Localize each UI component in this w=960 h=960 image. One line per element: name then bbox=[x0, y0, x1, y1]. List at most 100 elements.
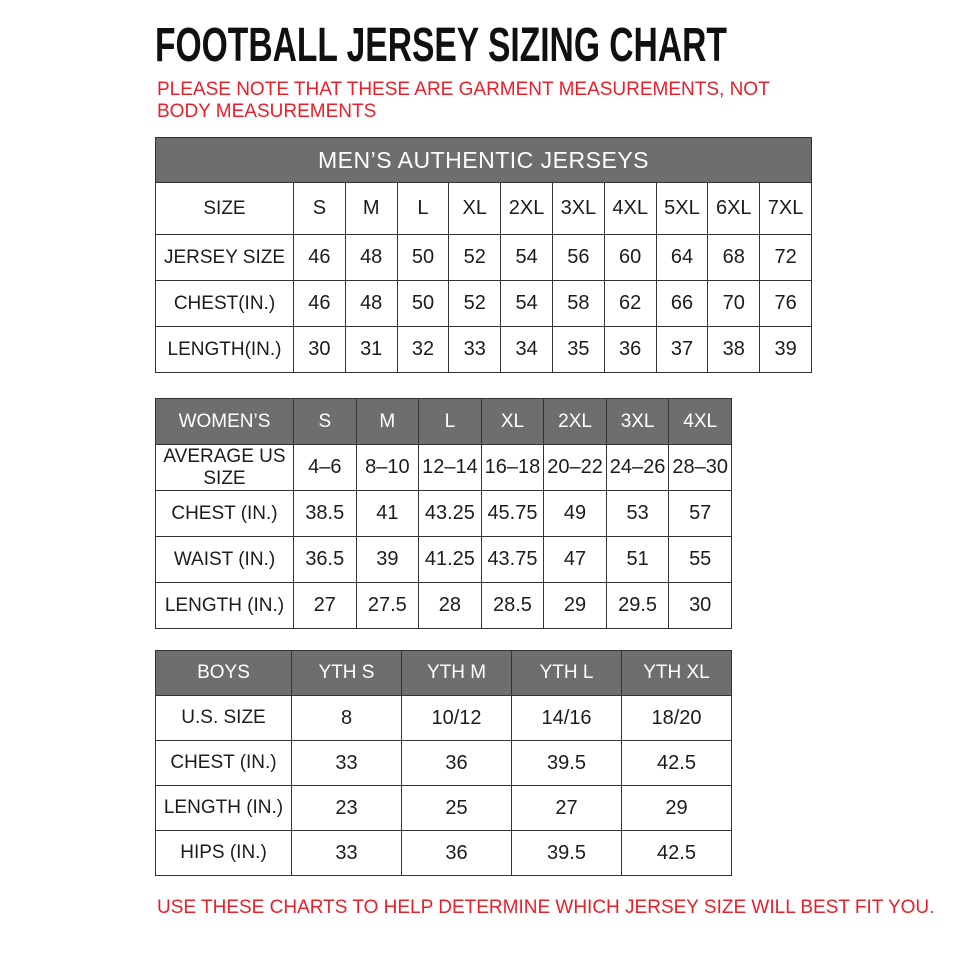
mens-cell: 54 bbox=[500, 234, 553, 281]
mens-cell: 56 bbox=[551, 234, 605, 281]
boys-column-header: BOYS bbox=[155, 650, 292, 696]
boys-cell: 25 bbox=[401, 785, 512, 831]
womens-cell: 51 bbox=[605, 536, 670, 583]
womens-cell: 55 bbox=[668, 536, 732, 583]
mens-row-label: JERSEY SIZE bbox=[155, 234, 294, 281]
womens-column-header: 4XL bbox=[668, 398, 732, 445]
womens-cell: 20–22 bbox=[543, 444, 607, 491]
mens-header-row: SIZE S M L XL 2XL 3XL 4XL 5XL 6XL 7XL bbox=[155, 182, 812, 235]
womens-column-header: M bbox=[355, 398, 420, 445]
boys-cell: 29 bbox=[621, 785, 732, 831]
womens-header-row: WOMEN’S S M L XL 2XL 3XL 4XL bbox=[155, 398, 732, 445]
womens-cell: 4–6 bbox=[293, 444, 357, 491]
boys-header-row: BOYS YTH S YTH M YTH L YTH XL bbox=[155, 650, 732, 696]
mens-cell: 72 bbox=[759, 234, 812, 281]
boys-data-row: CHEST (IN.) 33 36 39.5 42.5 bbox=[155, 740, 732, 786]
boys-cell: 42.5 bbox=[621, 740, 732, 786]
boys-cell: 39.5 bbox=[511, 830, 622, 876]
womens-row-label: WAIST (IN.) bbox=[155, 536, 294, 583]
womens-data-row: AVERAGE US SIZE 4–6 8–10 12–14 16–18 20–22 24–… bbox=[155, 444, 732, 491]
womens-column-header: WOMEN’S bbox=[155, 398, 294, 445]
page-title: FOOTBALL JERSEY SIZING CHART bbox=[155, 22, 960, 70]
boys-column-header: YTH M bbox=[401, 650, 512, 696]
boys-cell: 27 bbox=[511, 785, 622, 831]
mens-cell: 35 bbox=[551, 326, 605, 373]
mens-jerseys-section: MEN’S AUTHENTIC JERSEYS SIZE S M L XL 2XL 3XL 4… bbox=[155, 137, 812, 373]
boys-cell: 14/16 bbox=[511, 695, 622, 741]
mens-cell: 58 bbox=[551, 280, 605, 327]
womens-cell: 47 bbox=[543, 536, 607, 583]
womens-row-label: AVERAGE US SIZE bbox=[155, 444, 294, 491]
womens-cell: 49 bbox=[543, 490, 607, 537]
womens-data-row: LENGTH (IN.) 27 27.5 28 28.5 29 29.5 30 bbox=[155, 582, 732, 629]
womens-jerseys-section: WOMEN’S S M L XL 2XL 3XL 4XL AVERAGE US SIZE 4–6 8… bbox=[155, 398, 732, 629]
boys-cell: 36 bbox=[401, 830, 512, 876]
mens-cell: 36 bbox=[603, 326, 657, 373]
boys-row-label: LENGTH (IN.) bbox=[155, 785, 292, 831]
boys-cell: 39.5 bbox=[511, 740, 622, 786]
womens-column-header: L bbox=[418, 398, 482, 445]
mens-cell: 54 bbox=[500, 280, 553, 327]
womens-cell: 43.25 bbox=[418, 490, 482, 537]
boys-jerseys-section: BOYS YTH S YTH M YTH L YTH XL U.S. SIZE 8 10/12… bbox=[155, 650, 732, 876]
womens-cell: 16–18 bbox=[480, 444, 545, 491]
womens-column-header: 2XL bbox=[543, 398, 607, 445]
mens-cell: 34 bbox=[500, 326, 553, 373]
mens-column-header: 5XL bbox=[655, 182, 709, 235]
womens-cell: 28–30 bbox=[668, 444, 732, 491]
womens-cell: 28 bbox=[418, 582, 482, 629]
mens-column-header: M bbox=[344, 182, 398, 235]
mens-column-header: 2XL bbox=[500, 182, 553, 235]
boys-row-label: CHEST (IN.) bbox=[155, 740, 292, 786]
mens-cell: 48 bbox=[344, 280, 398, 327]
boys-data-row: U.S. SIZE 8 10/12 14/16 18/20 bbox=[155, 695, 732, 741]
mens-cell: 52 bbox=[448, 234, 502, 281]
boys-cell: 36 bbox=[401, 740, 512, 786]
mens-cell: 32 bbox=[396, 326, 450, 373]
boys-data-row: HIPS (IN.) 33 36 39.5 42.5 bbox=[155, 830, 732, 876]
womens-cell: 24–26 bbox=[605, 444, 670, 491]
womens-cell: 43.75 bbox=[480, 536, 545, 583]
mens-cell: 76 bbox=[759, 280, 812, 327]
mens-cell: 48 bbox=[344, 234, 398, 281]
mens-column-header: 7XL bbox=[759, 182, 812, 235]
boys-cell: 18/20 bbox=[621, 695, 732, 741]
mens-cell: 60 bbox=[603, 234, 657, 281]
mens-cell: 70 bbox=[707, 280, 761, 327]
womens-cell: 8–10 bbox=[355, 444, 420, 491]
boys-cell: 23 bbox=[291, 785, 402, 831]
mens-data-row: CHEST(IN.) 46 48 50 52 54 58 62 66 70 76 bbox=[155, 280, 812, 327]
mens-cell: 52 bbox=[448, 280, 502, 327]
boys-size-table: BOYS YTH S YTH M YTH L YTH XL U.S. SIZE 8 10/12… bbox=[155, 650, 732, 876]
womens-cell: 30 bbox=[668, 582, 732, 629]
mens-row-label: CHEST(IN.) bbox=[155, 280, 294, 327]
mens-column-header: S bbox=[293, 182, 346, 235]
womens-cell: 28.5 bbox=[480, 582, 545, 629]
mens-cell: 64 bbox=[655, 234, 709, 281]
womens-cell: 41.25 bbox=[418, 536, 482, 583]
mens-cell: 38 bbox=[707, 326, 761, 373]
mens-cell: 68 bbox=[707, 234, 761, 281]
mens-column-header: SIZE bbox=[155, 182, 294, 235]
mens-cell: 37 bbox=[655, 326, 709, 373]
boys-cell: 42.5 bbox=[621, 830, 732, 876]
mens-cell: 46 bbox=[293, 234, 346, 281]
womens-cell: 45.75 bbox=[480, 490, 545, 537]
womens-column-header: S bbox=[293, 398, 357, 445]
footer-note: USE THESE CHARTS TO HELP DETERMINE WHICH… bbox=[157, 897, 935, 918]
boys-column-header: YTH XL bbox=[621, 650, 732, 696]
mens-cell: 39 bbox=[759, 326, 812, 373]
womens-cell: 53 bbox=[605, 490, 670, 537]
mens-column-header: XL bbox=[448, 182, 502, 235]
mens-cell: 46 bbox=[293, 280, 346, 327]
mens-size-table: SIZE S M L XL 2XL 3XL 4XL 5XL 6XL 7XL JERSEY SIZE 46… bbox=[155, 182, 812, 373]
mens-row-label: LENGTH(IN.) bbox=[155, 326, 294, 373]
womens-cell: 38.5 bbox=[293, 490, 357, 537]
mens-cell: 66 bbox=[655, 280, 709, 327]
boys-column-header: YTH S bbox=[291, 650, 402, 696]
womens-data-row: WAIST (IN.) 36.5 39 41.25 43.75 47 51 55 bbox=[155, 536, 732, 583]
mens-cell: 30 bbox=[293, 326, 346, 373]
mens-cell: 33 bbox=[448, 326, 502, 373]
womens-column-header: XL bbox=[480, 398, 545, 445]
